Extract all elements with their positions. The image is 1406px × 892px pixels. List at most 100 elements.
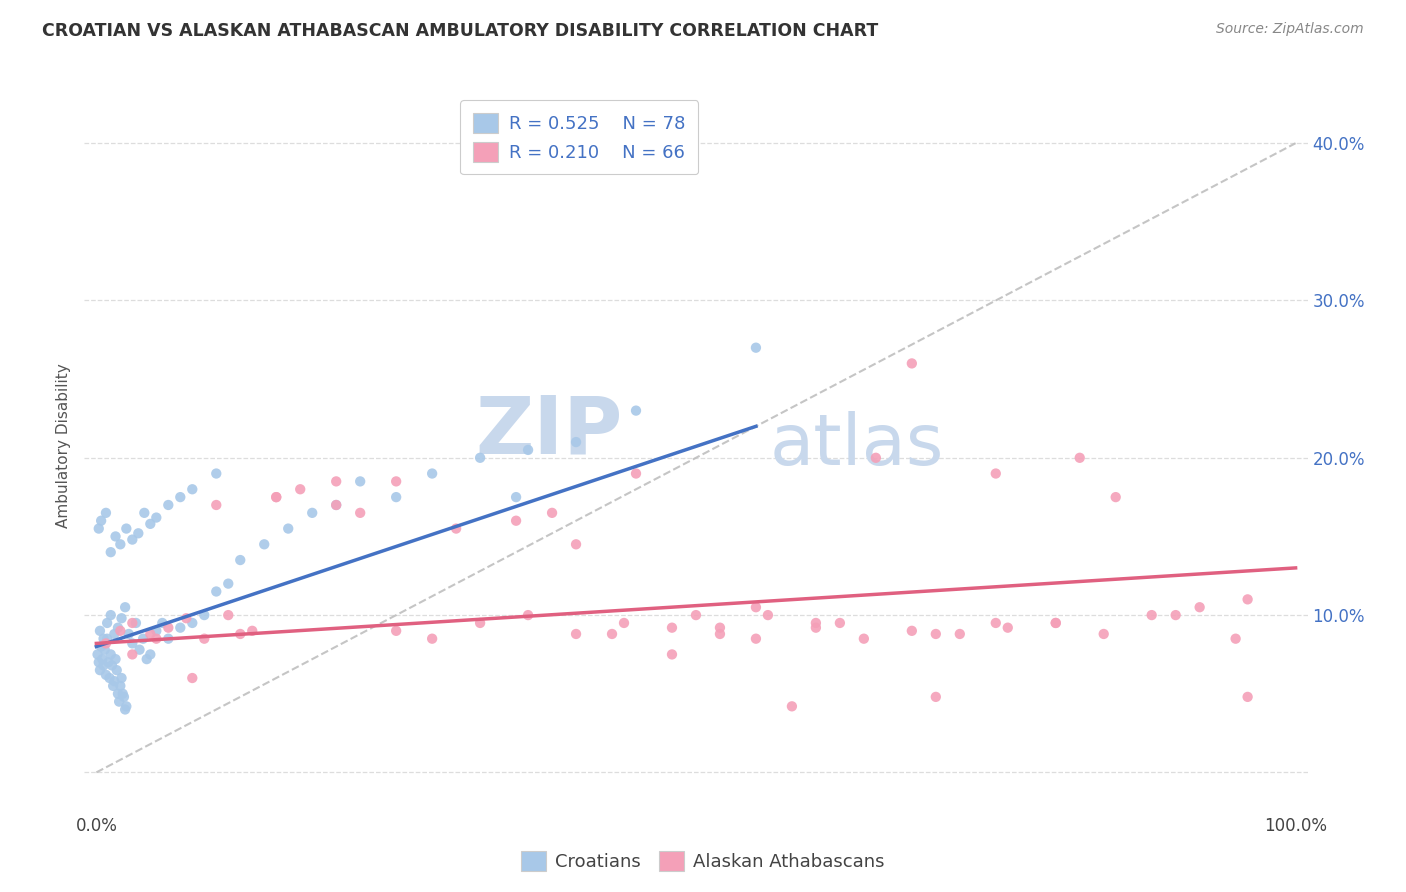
Point — [96, 632, 118, 646]
Point — [253, 537, 276, 551]
Point — [277, 522, 299, 536]
Point — [110, 624, 132, 638]
Point — [468, 615, 491, 630]
Point — [100, 648, 122, 662]
Point — [91, 652, 114, 666]
Point — [685, 608, 707, 623]
Point — [780, 699, 803, 714]
Point — [1140, 608, 1163, 623]
Point — [174, 611, 197, 625]
Point — [145, 632, 167, 646]
Point — [565, 627, 588, 641]
Point — [624, 467, 647, 481]
Point — [709, 621, 731, 635]
Point — [110, 671, 132, 685]
Point — [984, 615, 1007, 630]
Point — [121, 648, 143, 662]
Point — [745, 341, 768, 355]
Point — [94, 668, 117, 682]
Point — [145, 624, 167, 638]
Point — [96, 615, 118, 630]
Point — [181, 482, 204, 496]
Point — [229, 627, 252, 641]
Point — [110, 611, 132, 625]
Point — [104, 529, 127, 543]
Point — [139, 516, 162, 531]
Point — [600, 627, 623, 641]
Point — [110, 537, 132, 551]
Point — [1092, 627, 1115, 641]
Point — [93, 642, 117, 657]
Point — [121, 615, 143, 630]
Point — [101, 658, 124, 673]
Point — [420, 632, 443, 646]
Point — [264, 490, 287, 504]
Point — [112, 690, 135, 704]
Point — [103, 674, 125, 689]
Point — [121, 636, 143, 650]
Point — [125, 615, 148, 630]
Point — [108, 695, 131, 709]
Point — [1045, 615, 1067, 630]
Point — [157, 621, 180, 635]
Point — [925, 690, 948, 704]
Point — [505, 490, 527, 504]
Point — [420, 467, 443, 481]
Point — [205, 584, 228, 599]
Point — [325, 498, 347, 512]
Point — [624, 403, 647, 417]
Text: atlas: atlas — [769, 411, 943, 481]
Point — [100, 608, 122, 623]
Point — [541, 506, 564, 520]
Point — [93, 632, 115, 646]
Point — [114, 600, 136, 615]
Point — [804, 615, 827, 630]
Point — [1236, 592, 1258, 607]
Point — [229, 553, 252, 567]
Point — [385, 475, 408, 489]
Point — [1236, 690, 1258, 704]
Point — [565, 537, 588, 551]
Point — [90, 514, 112, 528]
Point — [118, 627, 141, 641]
Point — [1164, 608, 1187, 623]
Point — [1069, 450, 1091, 465]
Point — [661, 648, 683, 662]
Point — [101, 679, 124, 693]
Y-axis label: Ambulatory Disability: Ambulatory Disability — [56, 364, 72, 528]
Point — [385, 490, 408, 504]
Point — [115, 522, 138, 536]
Point — [127, 526, 149, 541]
Point — [205, 467, 228, 481]
Point — [104, 652, 127, 666]
Point — [193, 608, 215, 623]
Point — [865, 450, 887, 465]
Point — [135, 652, 157, 666]
Point — [290, 482, 312, 496]
Point — [103, 627, 125, 641]
Point — [325, 475, 347, 489]
Point — [128, 642, 150, 657]
Point — [181, 671, 204, 685]
Point — [240, 624, 263, 638]
Point — [949, 627, 972, 641]
Point — [517, 442, 540, 457]
Point — [1045, 615, 1067, 630]
Point — [89, 624, 111, 638]
Point — [107, 621, 129, 635]
Point — [1105, 490, 1128, 504]
Point — [86, 648, 108, 662]
Point — [745, 600, 768, 615]
Point — [925, 627, 948, 641]
Point — [169, 621, 191, 635]
Point — [709, 627, 731, 641]
Point — [145, 510, 167, 524]
Point — [93, 658, 115, 673]
Point — [517, 608, 540, 623]
Point — [100, 545, 122, 559]
Point — [97, 655, 120, 669]
Point — [901, 624, 924, 638]
Point — [89, 663, 111, 677]
Point — [132, 632, 155, 646]
Point — [205, 498, 228, 512]
